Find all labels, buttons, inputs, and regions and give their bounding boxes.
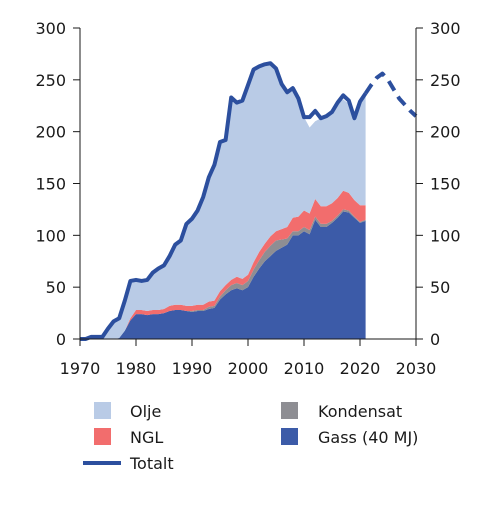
legend-label-totalt: Totalt — [129, 454, 174, 473]
y-tick-label-right: 100 — [430, 226, 461, 245]
y-tick-label-left: 100 — [35, 226, 66, 245]
legend-swatch-olje — [94, 402, 111, 419]
legend-label-kondensat: Kondensat — [318, 402, 402, 421]
stacked-areas — [80, 63, 366, 339]
x-tick-label: 1970 — [60, 359, 101, 378]
legend-label-ngl: NGL — [130, 428, 163, 447]
area-olje — [80, 63, 366, 339]
legend-label-olje: Olje — [130, 402, 161, 421]
area-ngl — [80, 190, 366, 339]
total-lines — [80, 61, 418, 341]
y-tick-label-left: 50 — [46, 278, 66, 297]
legend-label-gass-40-mj: Gass (40 MJ) — [318, 428, 418, 447]
legend-swatch-gass-40-mj — [281, 428, 298, 445]
y-tick-label-right: 50 — [430, 278, 450, 297]
legend-swatch-ngl — [94, 428, 111, 445]
total-line-historical — [80, 61, 368, 341]
x-tick-label: 2000 — [228, 359, 269, 378]
y-tick-label-left: 0 — [56, 330, 66, 349]
chart-axes: 0 0 50 50 100 100 150 150 200 200 250 250 300 300 1970… — [35, 19, 460, 378]
x-tick-label: 2020 — [340, 359, 381, 378]
y-tick-label-right: 0 — [430, 330, 440, 349]
chart-legend: Olje Kondensat NGL Gass (40 MJ) Totalt — [83, 402, 418, 473]
total-line-projection — [363, 71, 418, 118]
y-tick-label-right: 150 — [430, 175, 461, 194]
x-tick-label: 2030 — [396, 359, 437, 378]
y-tick-label-left: 300 — [35, 19, 66, 38]
legend-swatch-kondensat — [281, 402, 298, 419]
x-tick-label: 2010 — [284, 359, 325, 378]
y-tick-label-left: 250 — [35, 71, 66, 90]
y-tick-label-right: 200 — [430, 123, 461, 142]
y-tick-label-left: 150 — [35, 175, 66, 194]
x-tick-label: 1990 — [172, 359, 213, 378]
y-tick-label-right: 300 — [430, 19, 461, 38]
y-tick-label-left: 200 — [35, 123, 66, 142]
x-tick-label: 1980 — [116, 359, 157, 378]
area-gass-40-mj — [80, 211, 366, 339]
y-tick-label-right: 250 — [430, 71, 461, 90]
